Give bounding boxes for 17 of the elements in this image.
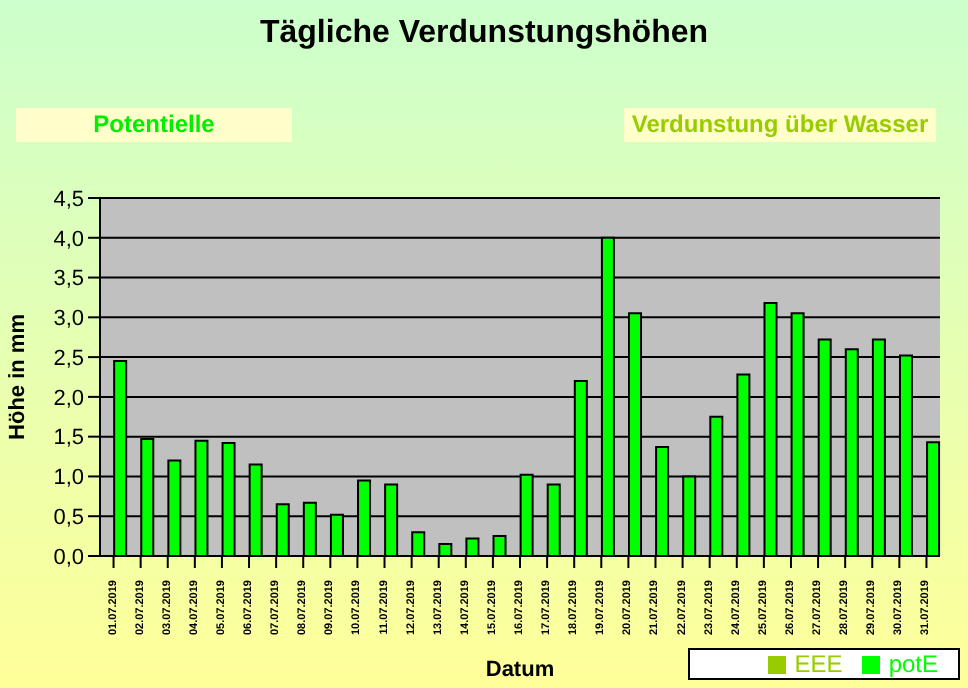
legend-label: potE: [888, 650, 938, 678]
y-tick-label: 3,5: [53, 267, 84, 292]
legend-label: EEE: [794, 650, 843, 678]
y-tick-label: 2,0: [53, 386, 84, 411]
y-tick-label: 0,5: [53, 506, 84, 531]
x-axis-title: Datum: [483, 658, 557, 684]
y-tick-label: 4,0: [53, 227, 84, 252]
y-tick-label: 4,5: [53, 187, 84, 212]
y-tick-label: 3,0: [53, 307, 84, 332]
y-tick-label: 1,5: [53, 426, 84, 451]
y-axis-title: Höhe in mm: [5, 313, 30, 440]
y-tick-label: 2,5: [53, 346, 84, 371]
text: Verdunstung über Wasser: [624, 108, 936, 142]
text: Potentielle: [16, 108, 292, 142]
y-tick-label: 1,0: [53, 466, 84, 491]
chart-title: Tägliche Verdunstungshöhen: [257, 16, 711, 52]
y-tick-label: 0,0: [53, 545, 84, 570]
